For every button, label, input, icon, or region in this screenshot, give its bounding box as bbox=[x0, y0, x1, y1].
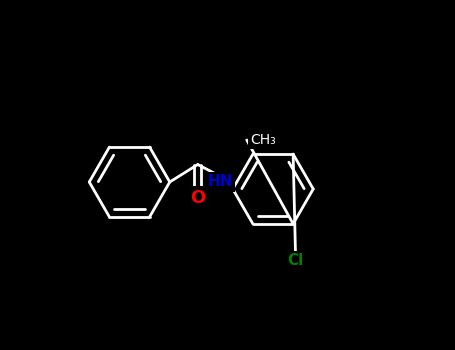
Text: Cl: Cl bbox=[288, 253, 304, 268]
Text: HN: HN bbox=[207, 175, 233, 189]
Text: CH₃: CH₃ bbox=[250, 133, 276, 147]
Text: O: O bbox=[190, 189, 205, 207]
